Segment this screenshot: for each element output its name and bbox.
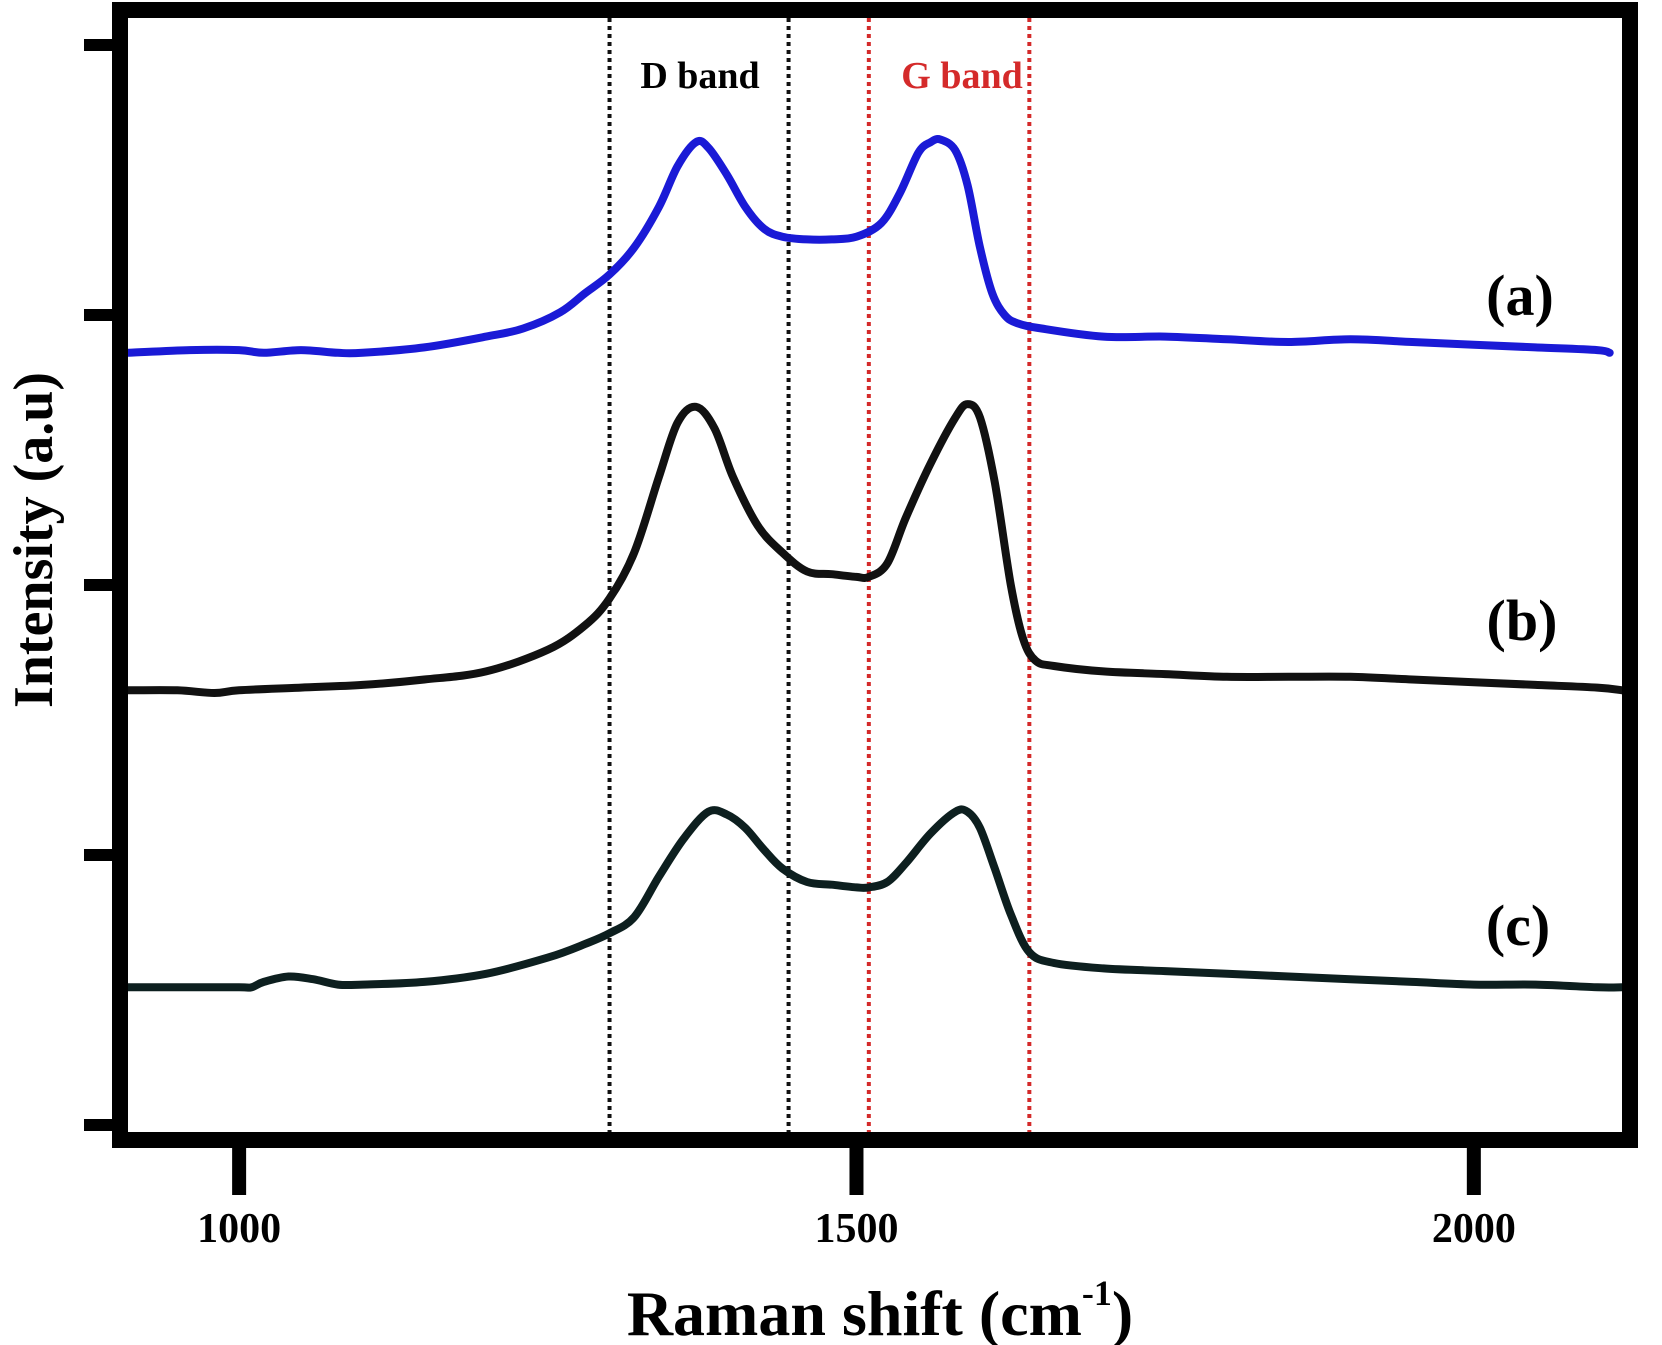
series-label-b: (b) (1487, 588, 1558, 653)
series-label-a: (a) (1486, 263, 1554, 328)
x-axis-title-sup: -1 (1082, 1273, 1112, 1313)
x-tick-label-0: 1000 (197, 1206, 281, 1252)
series-line-b (124, 400, 1626, 697)
x-axis-title-main: Raman shift (cm (627, 1278, 1082, 1345)
x-ticks: 1000 1500 2000 (197, 1140, 1516, 1252)
d-band-label: D band (640, 55, 759, 97)
x-axis-title: Raman shift (cm-1) (627, 1273, 1133, 1345)
g-band-label: G band (901, 55, 1022, 97)
y-ticks (84, 39, 120, 1131)
series-line-c (124, 805, 1626, 992)
x-tick-label-2: 2000 (1432, 1206, 1516, 1252)
x-axis-title-close: ) (1112, 1278, 1133, 1345)
series-lines (124, 135, 1626, 992)
series-line-a (124, 135, 1614, 358)
y-axis-title: Intensity (a.u) (3, 372, 65, 708)
plot-frame (112, 2, 1638, 1148)
x-tick-label-1: 1500 (814, 1206, 898, 1252)
series-label-c: (c) (1486, 893, 1550, 958)
